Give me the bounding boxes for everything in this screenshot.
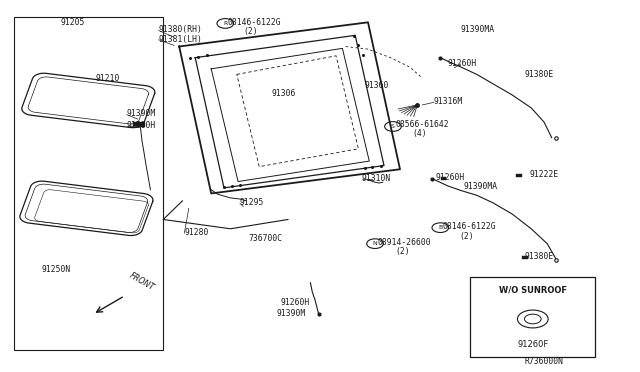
Bar (133, 122, 140, 126)
Text: (2): (2) (243, 27, 258, 36)
Text: N: N (372, 241, 378, 246)
Text: 91260H: 91260H (448, 59, 477, 68)
Text: 91295: 91295 (240, 198, 264, 207)
Text: 91380E: 91380E (525, 252, 554, 261)
Text: FRONT: FRONT (128, 270, 156, 292)
Text: R: R (223, 21, 227, 26)
Bar (522, 256, 527, 259)
Text: 91380(RH): 91380(RH) (159, 25, 203, 34)
Text: 91390MA: 91390MA (464, 182, 498, 191)
Text: S: S (391, 124, 395, 129)
Text: 08566-61642: 08566-61642 (396, 120, 449, 129)
Text: 91260H: 91260H (435, 173, 465, 182)
Text: 91260H: 91260H (280, 298, 310, 307)
Text: 91390M: 91390M (127, 109, 156, 118)
Text: (4): (4) (413, 129, 428, 138)
Text: 91210: 91210 (96, 74, 120, 83)
Text: B: B (438, 225, 442, 230)
Text: 91310N: 91310N (362, 174, 391, 183)
Text: 91360: 91360 (365, 81, 389, 90)
Text: 91380E: 91380E (525, 70, 554, 79)
Text: (2): (2) (396, 247, 410, 256)
Bar (470, 277, 595, 357)
Text: 91316M: 91316M (434, 97, 463, 106)
Text: 91260F: 91260F (517, 340, 548, 349)
Text: W/O SUNROOF: W/O SUNROOF (499, 285, 567, 294)
Text: R736000N: R736000N (525, 357, 564, 366)
Text: 91250N: 91250N (42, 265, 71, 274)
Bar (516, 174, 522, 177)
Bar (440, 177, 447, 180)
Text: 91390M: 91390M (276, 309, 306, 318)
Text: 91381(LH): 91381(LH) (159, 35, 203, 44)
Text: 91205: 91205 (61, 18, 85, 27)
Text: 08146-6122G: 08146-6122G (227, 18, 281, 27)
Text: 91260H: 91260H (127, 121, 156, 130)
Text: 736700C: 736700C (248, 234, 282, 243)
Text: 91222E: 91222E (530, 170, 559, 179)
Text: (2): (2) (460, 232, 474, 241)
Text: 91390MA: 91390MA (461, 25, 495, 34)
Text: 91306: 91306 (272, 89, 296, 97)
Text: 08146-6122G: 08146-6122G (443, 222, 497, 231)
Text: 91280: 91280 (184, 228, 209, 237)
Text: 08914-26600: 08914-26600 (378, 238, 431, 247)
